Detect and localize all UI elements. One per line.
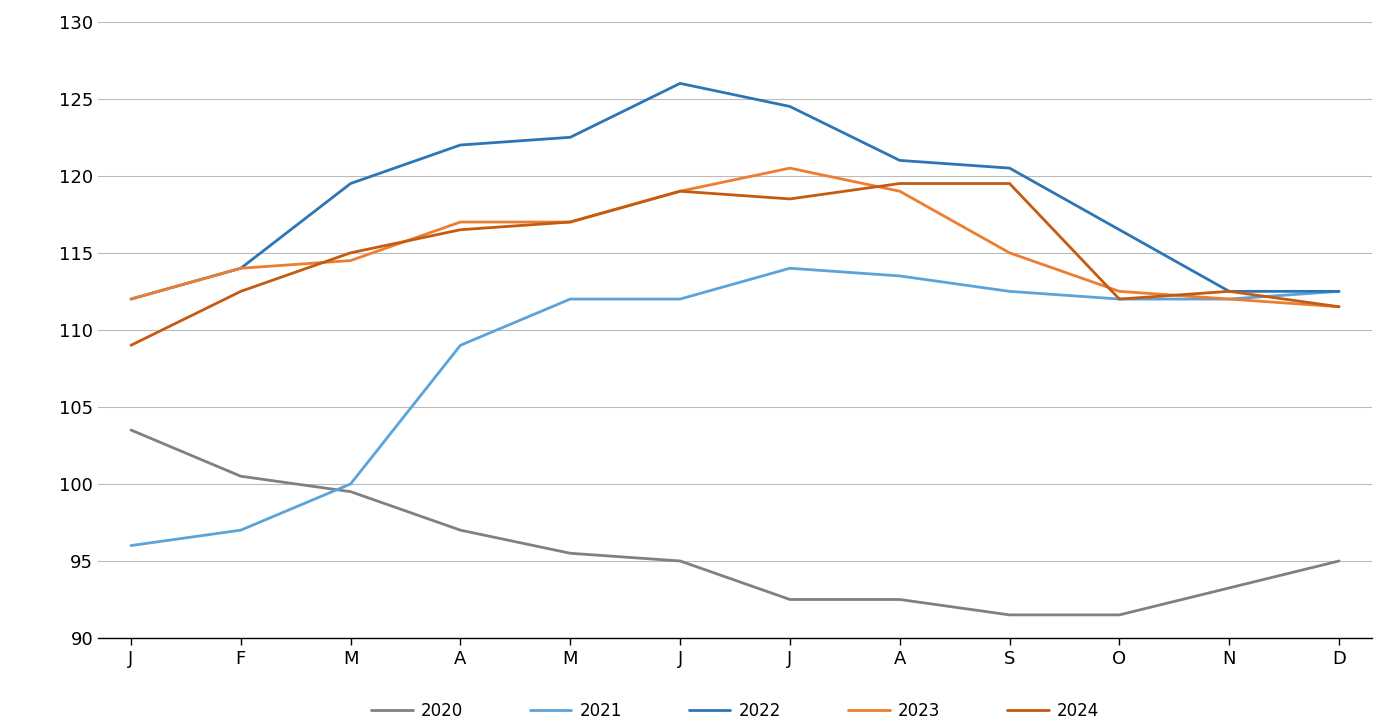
2024 — [1221, 287, 1238, 296]
2021 — [1221, 295, 1238, 304]
2024 — [561, 218, 578, 226]
Legend: 2020, 2021, 2022, 2023, 2024: 2020, 2021, 2022, 2023, 2024 — [364, 695, 1106, 725]
2022 — [123, 295, 140, 304]
2021 — [672, 295, 689, 304]
2021 — [892, 272, 909, 281]
Line: 2021: 2021 — [132, 268, 1338, 546]
2020 — [672, 557, 689, 566]
2022 — [672, 79, 689, 88]
Line: 2022: 2022 — [132, 83, 1338, 299]
2022 — [1221, 287, 1238, 296]
2023 — [1330, 302, 1347, 311]
2022 — [1112, 225, 1128, 234]
2024 — [1330, 302, 1347, 311]
2023 — [1001, 249, 1018, 257]
2020 — [1001, 610, 1018, 619]
2024 — [892, 179, 909, 188]
2021 — [1001, 287, 1018, 296]
2020 — [1330, 557, 1347, 566]
2020 — [342, 487, 358, 496]
2020 — [781, 595, 798, 604]
2020 — [123, 426, 140, 434]
2020 — [1112, 610, 1128, 619]
2022 — [1001, 164, 1018, 173]
2022 — [781, 102, 798, 111]
2022 — [892, 156, 909, 165]
2021 — [781, 264, 798, 273]
2021 — [1330, 287, 1347, 296]
2024 — [232, 287, 249, 296]
Line: 2020: 2020 — [132, 430, 1338, 615]
2022 — [561, 133, 578, 141]
Line: 2024: 2024 — [132, 183, 1338, 345]
2024 — [1112, 295, 1128, 304]
2021 — [1112, 295, 1128, 304]
2021 — [232, 526, 249, 534]
2024 — [123, 341, 140, 349]
2023 — [452, 218, 469, 226]
2021 — [452, 341, 469, 349]
2022 — [342, 179, 358, 188]
2021 — [123, 541, 140, 550]
2020 — [892, 595, 909, 604]
2024 — [781, 194, 798, 203]
2021 — [342, 480, 358, 489]
2022 — [1330, 287, 1347, 296]
2023 — [892, 187, 909, 196]
Line: 2023: 2023 — [132, 168, 1338, 307]
2020 — [561, 549, 578, 558]
2023 — [1221, 295, 1238, 304]
2022 — [232, 264, 249, 273]
2024 — [1001, 179, 1018, 188]
2023 — [123, 295, 140, 304]
2023 — [232, 264, 249, 273]
2023 — [561, 218, 578, 226]
2023 — [342, 256, 358, 265]
2024 — [672, 187, 689, 196]
2022 — [452, 141, 469, 149]
2023 — [781, 164, 798, 173]
2024 — [342, 249, 358, 257]
2023 — [1112, 287, 1128, 296]
2021 — [561, 295, 578, 304]
2023 — [672, 187, 689, 196]
2020 — [232, 472, 249, 481]
2024 — [452, 225, 469, 234]
2020 — [452, 526, 469, 534]
